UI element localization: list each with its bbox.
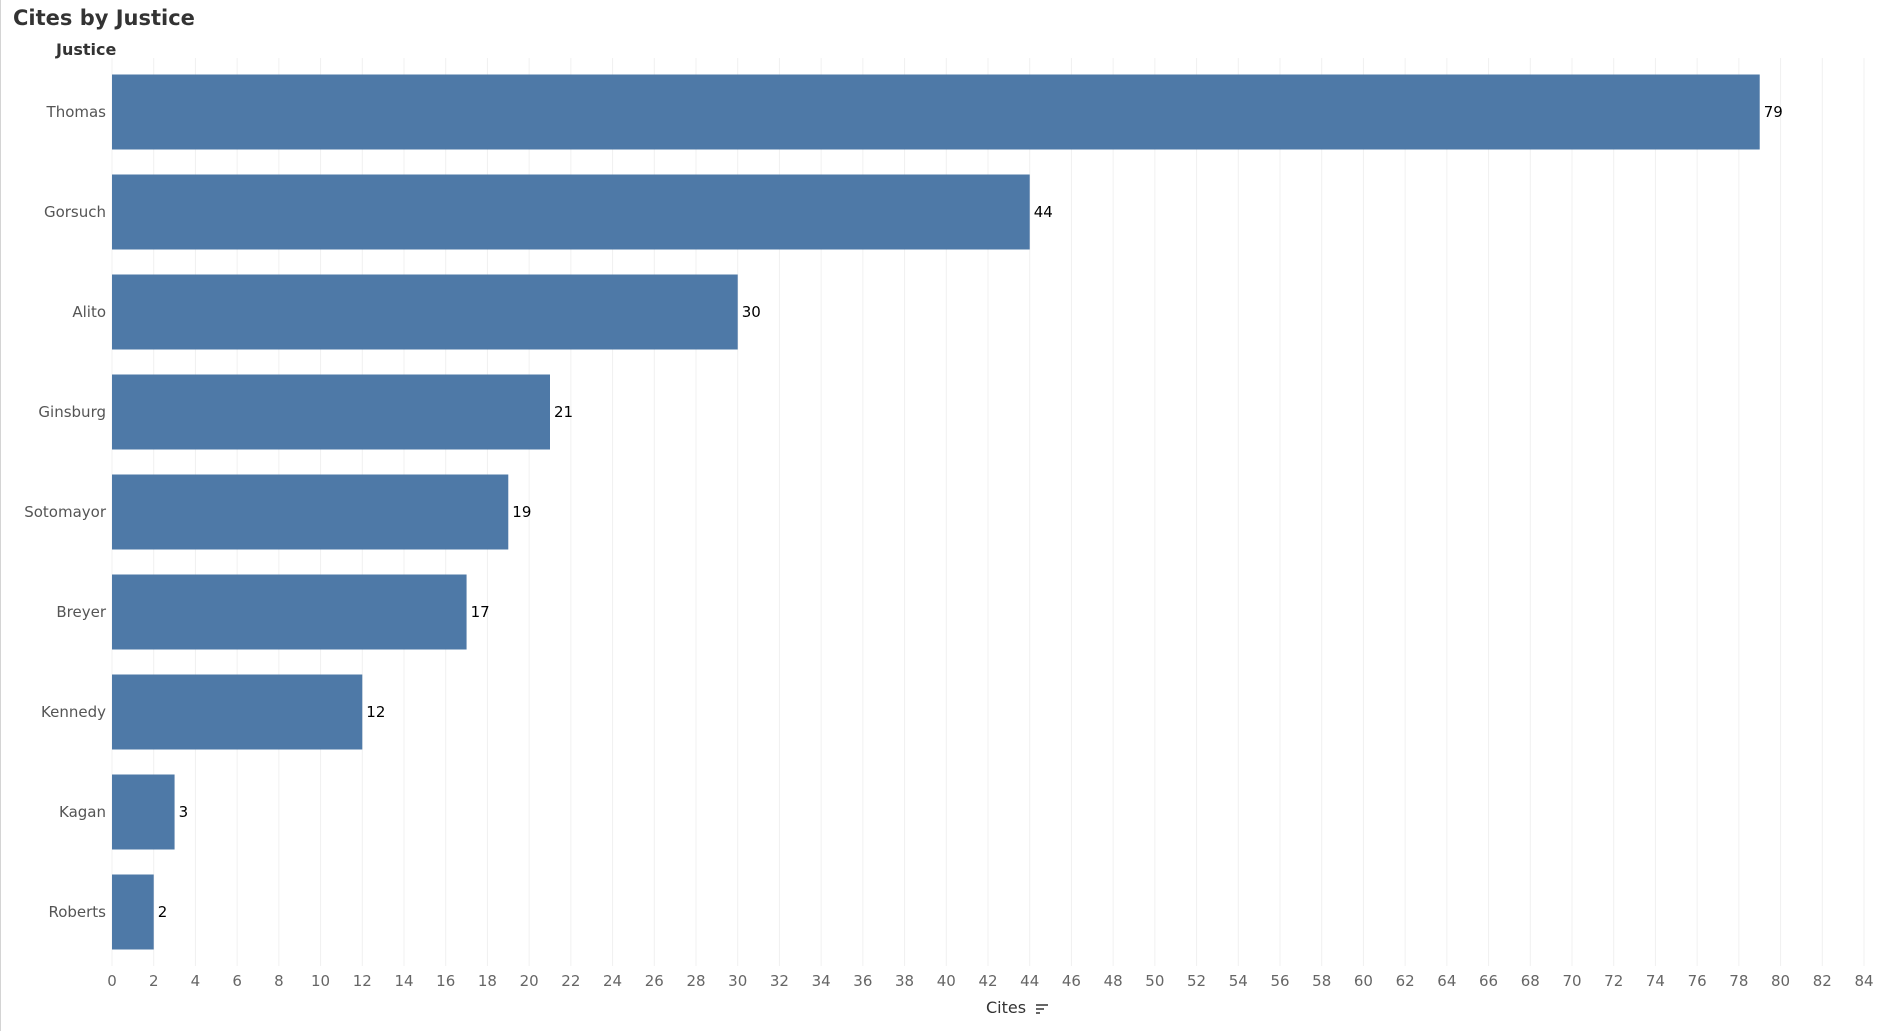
- bar-gorsuch[interactable]: [112, 174, 1030, 250]
- x-tick-label: 14: [394, 972, 413, 990]
- x-tick-label: 40: [937, 972, 956, 990]
- data-label-roberts: 2: [158, 903, 168, 921]
- x-tick-label: 22: [561, 972, 580, 990]
- x-tick-label: 30: [728, 972, 747, 990]
- x-axis-title[interactable]: Cites: [986, 998, 1049, 1017]
- category-label-thomas: Thomas: [46, 103, 107, 121]
- chart-title: Cites by Justice: [13, 6, 195, 30]
- left-border: [0, 0, 1, 1031]
- x-tick-label: 68: [1521, 972, 1540, 990]
- x-tick-label: 16: [436, 972, 455, 990]
- x-tick-label: 24: [603, 972, 622, 990]
- x-tick-label: 80: [1771, 972, 1790, 990]
- category-label-alito: Alito: [72, 303, 106, 321]
- x-tick-label: 4: [191, 972, 201, 990]
- x-tick-label: 12: [353, 972, 372, 990]
- x-tick-label: 0: [107, 972, 117, 990]
- bar-thomas[interactable]: [112, 74, 1760, 150]
- x-tick-label: 48: [1104, 972, 1123, 990]
- x-tick-label: 58: [1312, 972, 1331, 990]
- category-label-sotomayor: Sotomayor: [24, 503, 107, 521]
- x-tick-label: 56: [1270, 972, 1289, 990]
- x-tick-label: 8: [274, 972, 284, 990]
- bar-roberts[interactable]: [112, 874, 154, 950]
- x-tick-label: 32: [770, 972, 789, 990]
- bar-breyer[interactable]: [112, 574, 467, 650]
- x-tick-label: 70: [1562, 972, 1581, 990]
- x-tick-label: 78: [1729, 972, 1748, 990]
- data-label-kagan: 3: [179, 803, 189, 821]
- x-tick-label: 82: [1813, 972, 1832, 990]
- bar-sotomayor[interactable]: [112, 474, 509, 550]
- bar-ginsburg[interactable]: [112, 374, 550, 450]
- x-tick-label: 26: [645, 972, 664, 990]
- x-tick-label: 44: [1020, 972, 1039, 990]
- x-axis-title-label: Cites: [986, 998, 1027, 1017]
- data-labels: 79 44 30 21 19 17 12 3 2: [158, 103, 1783, 921]
- x-tick-label: 74: [1646, 972, 1665, 990]
- x-tick-label: 54: [1229, 972, 1248, 990]
- x-tick-label: 36: [853, 972, 872, 990]
- data-label-alito: 30: [742, 303, 761, 321]
- x-tick-label: 6: [232, 972, 242, 990]
- data-label-gorsuch: 44: [1034, 203, 1053, 221]
- x-tick-label: 2: [149, 972, 159, 990]
- x-tick-label: 46: [1062, 972, 1081, 990]
- data-label-kennedy: 12: [366, 703, 385, 721]
- sort-descending-icon[interactable]: [1036, 1003, 1049, 1014]
- category-label-kagan: Kagan: [59, 803, 106, 821]
- x-tick-label: 34: [812, 972, 831, 990]
- data-label-thomas: 79: [1764, 103, 1783, 121]
- x-tick-label: 28: [686, 972, 705, 990]
- category-labels: Thomas Gorsuch Alito Ginsburg Sotomayor Breye…: [24, 103, 107, 921]
- x-tick-label: 10: [311, 972, 330, 990]
- x-tick-label: 72: [1604, 972, 1623, 990]
- bar-kennedy[interactable]: [112, 674, 363, 750]
- x-tick-label: 60: [1354, 972, 1373, 990]
- category-label-ginsburg: Ginsburg: [38, 403, 106, 421]
- x-tick-label: 20: [520, 972, 539, 990]
- category-label-roberts: Roberts: [48, 903, 106, 921]
- row-header-justice: Justice: [56, 40, 117, 59]
- bar-kagan[interactable]: [112, 774, 175, 850]
- category-label-kennedy: Kennedy: [41, 703, 106, 721]
- x-tick-label: 38: [895, 972, 914, 990]
- x-tick-label: 52: [1187, 972, 1206, 990]
- x-tick-label: 18: [478, 972, 497, 990]
- x-tick-label: 64: [1437, 972, 1456, 990]
- x-tick-label: 62: [1396, 972, 1415, 990]
- x-tick-label: 50: [1145, 972, 1164, 990]
- data-label-ginsburg: 21: [554, 403, 573, 421]
- x-tick-label: 42: [978, 972, 997, 990]
- data-label-sotomayor: 19: [512, 503, 531, 521]
- category-label-gorsuch: Gorsuch: [44, 203, 106, 221]
- x-tick-label: 76: [1688, 972, 1707, 990]
- x-tick-label: 66: [1479, 972, 1498, 990]
- data-label-breyer: 17: [471, 603, 490, 621]
- x-tick-label: 84: [1854, 972, 1873, 990]
- category-label-breyer: Breyer: [56, 603, 106, 621]
- bar-alito[interactable]: [112, 274, 738, 350]
- x-axis-ticks: 0 2 4 6 8 10 12 14 16 18 20 22 24 26 28 30 32 34 36 38 40 42 4…: [107, 972, 1873, 990]
- bars: [112, 74, 1760, 950]
